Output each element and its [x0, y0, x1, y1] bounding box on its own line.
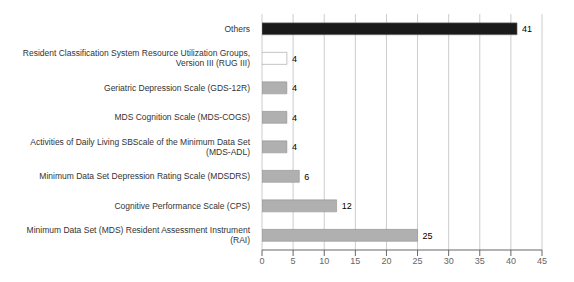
svg-text:Activities of Daily Living SBS: Activities of Daily Living SBScale of th… — [30, 137, 250, 157]
svg-text:40: 40 — [506, 256, 516, 266]
svg-text:0: 0 — [259, 256, 264, 266]
svg-text:35: 35 — [475, 256, 485, 266]
svg-text:20: 20 — [381, 256, 391, 266]
svg-text:Minimum Data Set Depression Ra: Minimum Data Set Depression Rating Scale… — [39, 171, 250, 181]
svg-text:5: 5 — [291, 256, 296, 266]
svg-text:41: 41 — [522, 24, 532, 34]
svg-text:4: 4 — [292, 113, 297, 123]
svg-text:4: 4 — [292, 83, 297, 93]
svg-text:25: 25 — [413, 256, 423, 266]
svg-text:Cognitive Performance Scale (C: Cognitive Performance Scale (CPS) — [114, 201, 250, 211]
svg-text:MDS Cognition Scale (MDS-COGS): MDS Cognition Scale (MDS-COGS) — [114, 112, 250, 122]
svg-text:6: 6 — [304, 172, 309, 182]
svg-text:30: 30 — [444, 256, 454, 266]
svg-text:Resident Classification System: Resident Classification System Resource … — [23, 48, 250, 68]
svg-text:4: 4 — [292, 142, 297, 152]
svg-text:12: 12 — [342, 201, 352, 211]
svg-text:Geriatric Depression Scale (GD: Geriatric Depression Scale (GDS-12R) — [104, 83, 250, 93]
svg-text:25: 25 — [423, 231, 433, 241]
svg-text:4: 4 — [292, 54, 297, 64]
svg-text:10: 10 — [319, 256, 329, 266]
svg-text:Minimum Data Set (MDS) Residen: Minimum Data Set (MDS) Resident Assessme… — [27, 225, 251, 245]
svg-text:15: 15 — [350, 256, 360, 266]
svg-text:Others: Others — [224, 24, 250, 34]
svg-text:45: 45 — [537, 256, 547, 266]
